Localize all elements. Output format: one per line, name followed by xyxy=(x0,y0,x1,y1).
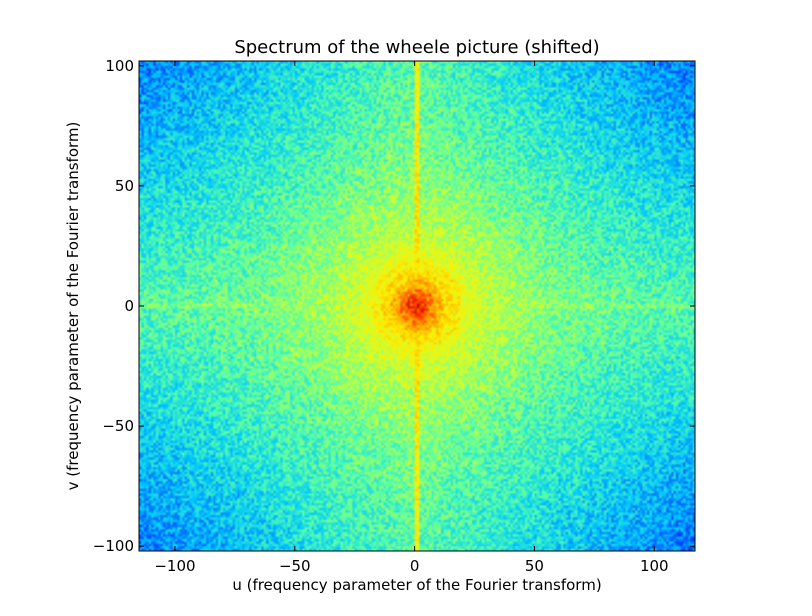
x-axis-title: u (frequency parameter of the Fourier tr… xyxy=(232,576,601,594)
x-tick-label: −100 xyxy=(154,557,195,575)
x-tick-label: 50 xyxy=(525,557,544,575)
y-axis-ticks: −100 −50 0 50 100 xyxy=(93,57,695,555)
y-tick-label: 50 xyxy=(115,177,134,195)
x-tick-label: 100 xyxy=(640,557,669,575)
x-axis-ticks: −100 −50 0 50 100 xyxy=(154,61,669,575)
heatmap-raster xyxy=(139,61,695,551)
x-tick-label: 0 xyxy=(410,557,420,575)
y-tick-label: −50 xyxy=(102,417,134,435)
plot-frame xyxy=(138,60,696,552)
y-axis-title: v (frequency parameter of the Fourier tr… xyxy=(64,122,82,491)
chart-title: Spectrum of the wheele picture (shifted) xyxy=(234,37,599,58)
y-tick-label: 0 xyxy=(124,297,134,315)
heatmap-image xyxy=(139,61,695,551)
y-tick-label: 100 xyxy=(105,57,134,75)
y-tick-label: −100 xyxy=(93,537,134,555)
x-tick-label: −50 xyxy=(279,557,311,575)
